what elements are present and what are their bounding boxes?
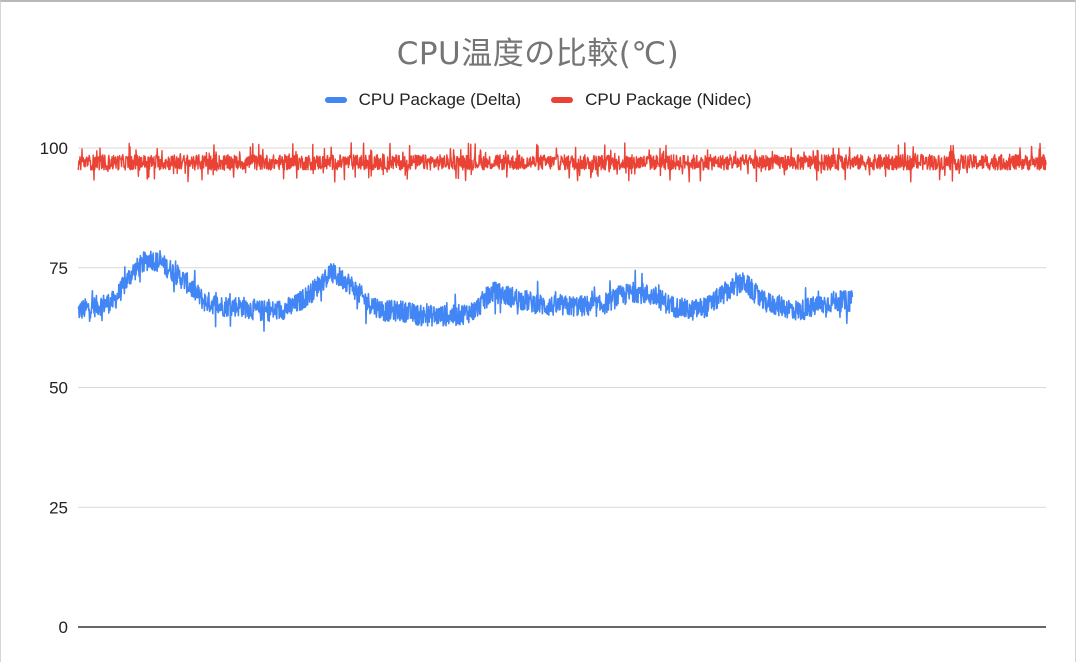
legend-label-delta: CPU Package (Delta) <box>358 90 522 109</box>
series-line-delta <box>77 249 854 332</box>
y-tick-label-25: 25 <box>49 498 68 517</box>
legend-item-nidec: CPU Package (Nidec) <box>551 90 751 110</box>
chart-title: CPU温度の比較(℃) <box>396 36 680 72</box>
y-tick-label-50: 50 <box>49 379 68 398</box>
legend-item-delta: CPU Package (Delta) <box>324 90 522 110</box>
y-tick-label-75: 75 <box>49 259 68 278</box>
legend-swatch-nidec <box>551 97 574 103</box>
legend-swatch-delta <box>324 97 347 103</box>
series-line-nidec <box>77 142 1047 183</box>
legend: CPU Package (Delta) CPU Package (Nidec) <box>0 90 1076 110</box>
y-tick-label-0: 0 <box>59 618 68 637</box>
legend-label-nidec: CPU Package (Nidec) <box>585 90 752 109</box>
y-tick-label-100: 100 <box>40 139 68 158</box>
